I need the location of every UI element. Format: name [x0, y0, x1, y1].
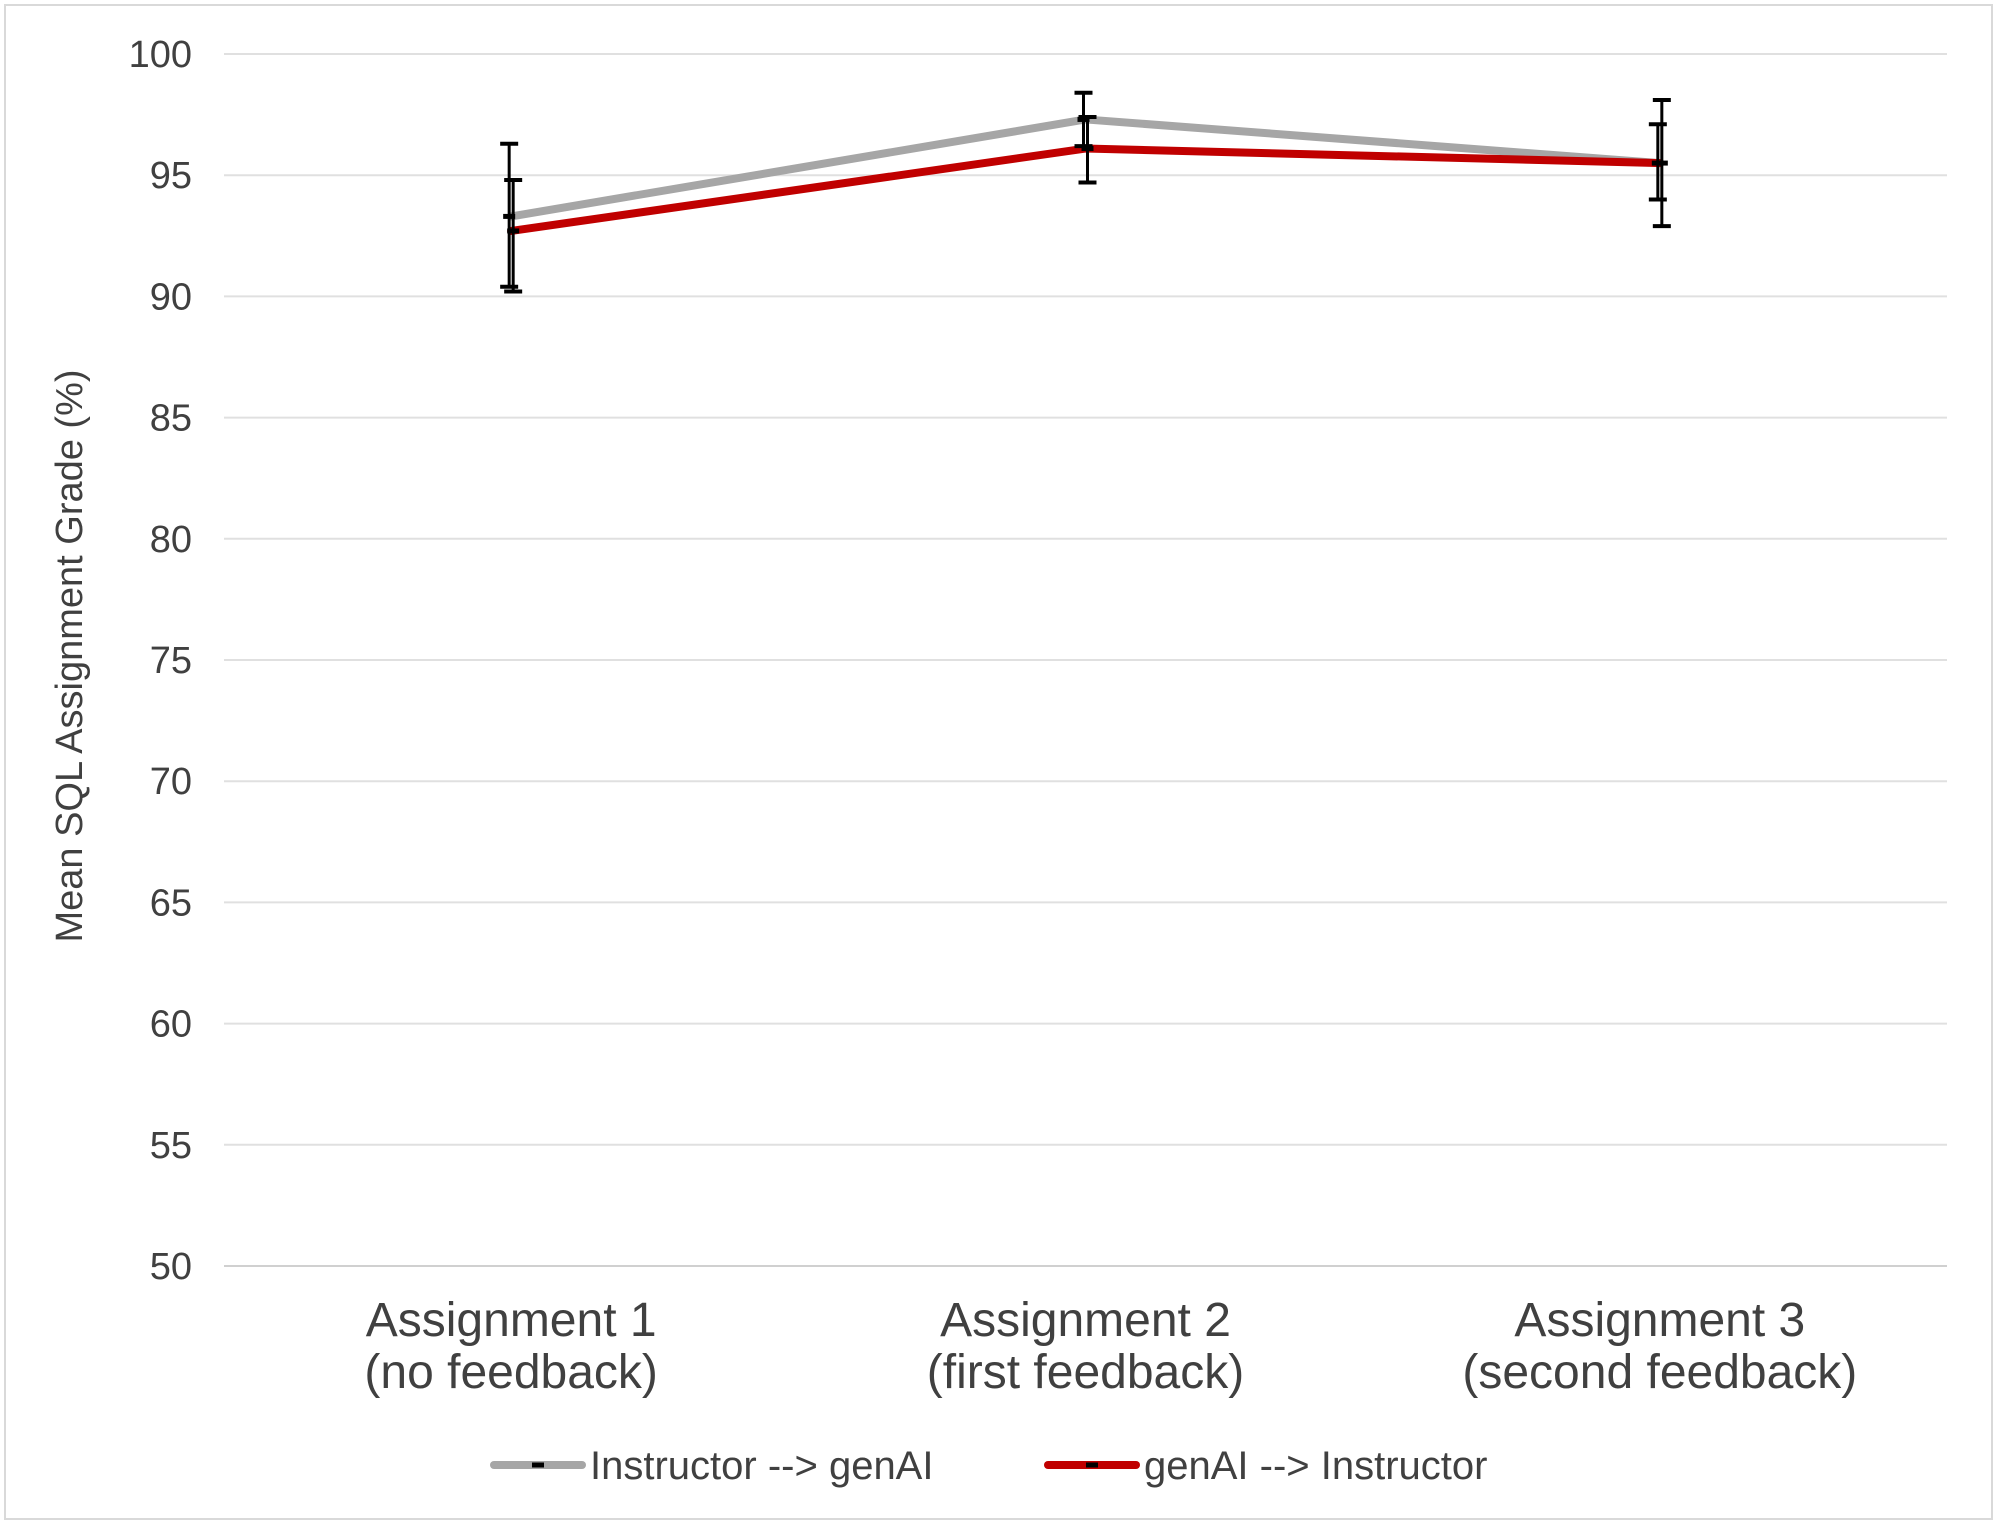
x-tick-label: Assignment 2: [940, 1294, 1231, 1347]
x-tick-label: (second feedback): [1462, 1346, 1857, 1399]
legend-label: Instructor --> genAI: [590, 1444, 933, 1488]
y-tick-label: 65: [150, 882, 192, 924]
x-tick-label: Assignment 3: [1514, 1294, 1805, 1347]
x-axis-ticks: Assignment 1(no feedback) Assignment 2(fi…: [364, 1294, 1857, 1399]
y-tick-label: 85: [150, 398, 192, 440]
y-axis-ticks: 50 55 60 65 70 75 80 85 90 95 100: [129, 34, 192, 1288]
legend-label: genAI --> Instructor: [1144, 1444, 1487, 1488]
line-chart: 50 55 60 65 70 75 80 85 90 95 100 Assignment 1(no …: [49, 34, 1947, 1488]
x-tick-label: (first feedback): [927, 1346, 1244, 1399]
y-tick-label: 100: [129, 34, 192, 76]
error-bars: [500, 90, 1671, 294]
x-tick-label: Assignment 1: [366, 1294, 657, 1347]
y-tick-label: 75: [150, 640, 192, 682]
y-tick-label: 70: [150, 761, 192, 803]
gridlines: [224, 53, 1947, 1267]
legend: Instructor --> genAI genAI --> Instructor: [490, 1444, 1487, 1488]
y-tick-label: 60: [150, 1004, 192, 1046]
x-tick-label: (no feedback): [364, 1346, 658, 1399]
y-tick-label: 50: [150, 1246, 192, 1288]
chart-frame: 50 55 60 65 70 75 80 85 90 95 100 Assignment 1 (no …: [4, 4, 1993, 1520]
y-tick-label: 90: [150, 276, 192, 318]
y-tick-label: 95: [150, 155, 192, 197]
y-tick-label: 55: [150, 1125, 192, 1167]
series-line-1: [507, 115, 1664, 221]
y-axis-title: Mean SQL Assignment Grade (%): [49, 369, 91, 942]
y-tick-label: 80: [150, 519, 192, 561]
